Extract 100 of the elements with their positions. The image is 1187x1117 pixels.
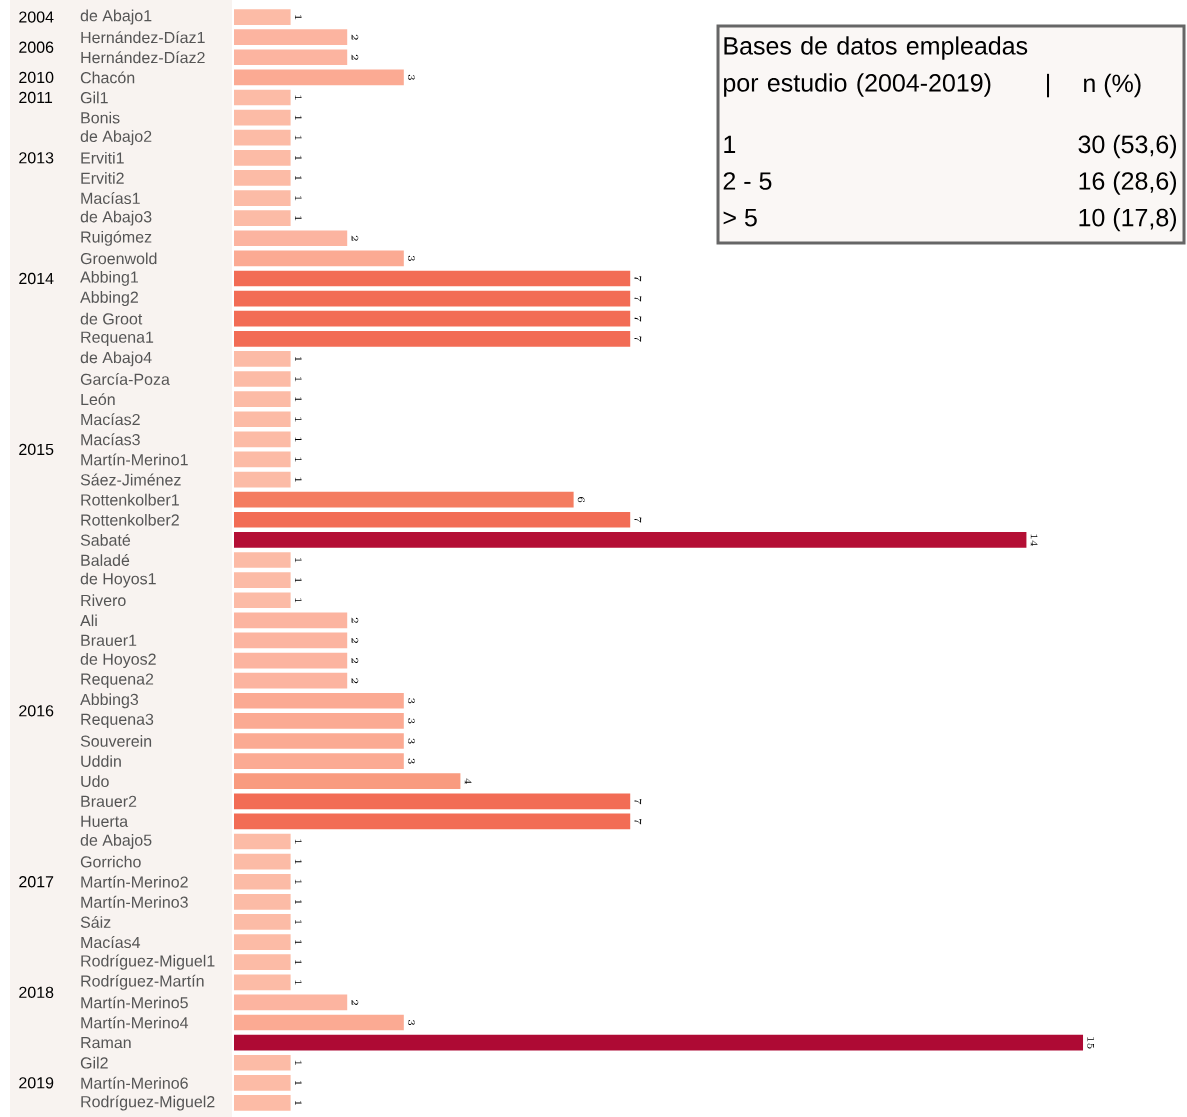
bar (234, 129, 291, 146)
data-label: 3 (407, 698, 415, 704)
data-label: 1 (295, 457, 302, 462)
y-tick-label: Bonis (81, 111, 120, 124)
bar (234, 491, 574, 508)
bar (234, 270, 631, 287)
annotation: 16 (28,6) (1079, 171, 1177, 195)
text: 2013 (19, 152, 54, 164)
bar (234, 310, 631, 327)
data-label: 1 (295, 960, 302, 965)
y-tick-label: Gil1 (80, 91, 108, 104)
bar (234, 592, 291, 609)
bar (234, 109, 291, 126)
data-label: 1 (295, 879, 302, 884)
text: 2015 (19, 443, 54, 456)
bar (234, 49, 348, 66)
bar (234, 1034, 1084, 1051)
y-tick-label: Uddin (81, 755, 121, 767)
data-label: 7 (634, 517, 642, 523)
data-label: 1 (295, 940, 302, 945)
y-tick-label: Abbing2 (80, 291, 138, 307)
bar (234, 411, 291, 428)
y-tick-label: Gil2 (80, 1056, 108, 1069)
data-label: 3 (407, 74, 415, 80)
data-label: 1 (295, 115, 302, 120)
data-label: 2 (351, 678, 359, 684)
y-tick-label: Rivero (81, 594, 126, 607)
data-label: 2 (351, 235, 359, 241)
y-tick-label: Brauer2 (81, 795, 137, 807)
data-label: 2 (351, 637, 359, 643)
data-label: 2 (351, 617, 359, 623)
bar (234, 330, 631, 347)
y-tick-label: Rodríguez-Martín (81, 974, 204, 990)
y-tick-label: Macías3 (81, 433, 140, 446)
data-label: 1 (295, 397, 302, 402)
bar (234, 1054, 291, 1071)
bar (234, 511, 631, 528)
y-tick-label: Rottenkolber1 (81, 493, 179, 506)
text: 2011 (19, 91, 53, 104)
bar (234, 652, 348, 669)
data-label: 1 (295, 578, 302, 583)
data-label: 7 (634, 818, 642, 825)
bar (234, 431, 291, 448)
bar (234, 29, 348, 46)
y-tick-label: Erviti2 (81, 172, 124, 184)
bar (234, 9, 291, 25)
text: 2016 (19, 705, 54, 717)
data-label: 7 (634, 336, 642, 342)
y-tick-label: Ali (80, 614, 97, 627)
bar (234, 149, 291, 166)
y-tick-label: Martín-Merino5 (81, 996, 188, 1009)
bar (234, 873, 291, 890)
y-tick-label: Rottenkolber2 (81, 513, 179, 526)
bar (234, 552, 291, 568)
y-tick-label: Abbing1 (80, 271, 138, 286)
bar (234, 853, 291, 870)
data-label: 1 (295, 356, 302, 362)
y-tick-label: de Abajo1 (80, 9, 152, 25)
y-tick-label: de Abajo4 (80, 351, 152, 367)
data-label: 2 (351, 54, 359, 60)
data-label: 3 (407, 255, 415, 261)
data-label: 1 (295, 417, 302, 422)
text: 2014 (19, 272, 54, 285)
bar (234, 230, 348, 247)
data-label: 2 (351, 34, 359, 40)
bar (234, 451, 291, 468)
bar (234, 210, 291, 226)
annotation: > 5 (723, 208, 757, 227)
y-tick-label: de Groot (80, 312, 143, 325)
text: 2010 (19, 71, 54, 84)
y-tick-label: de Abajo2 (80, 130, 152, 146)
annotation: 2 - 5 (723, 172, 772, 190)
bar (234, 190, 291, 206)
data-label: 1 (295, 839, 302, 844)
bar (234, 813, 631, 830)
y-tick-label: Martín-Merino2 (81, 875, 188, 888)
bar (234, 1074, 291, 1091)
bar (234, 632, 348, 649)
bar (234, 672, 348, 689)
bar (234, 250, 404, 267)
data-label: 3 (407, 1019, 415, 1026)
y-tick-label: Gorricho (80, 855, 141, 868)
data-label: 1 (295, 155, 302, 160)
bar (234, 371, 291, 387)
y-tick-label: Requena2 (81, 673, 154, 688)
y-tick-label: Sabaté (80, 533, 131, 546)
data-label: 1 (295, 175, 302, 181)
y-tick-label: Macías2 (81, 413, 140, 426)
data-label: 6 (577, 497, 585, 503)
data-label: 1 (295, 196, 302, 201)
data-label: 1 (295, 15, 302, 20)
y-tick-label: de Hoyos2 (80, 653, 156, 669)
bar (234, 290, 631, 307)
y-tick-label: Hernández-Díaz2 (81, 51, 205, 64)
y-tick-label: Martín-Merino6 (81, 1076, 188, 1089)
text: 2018 (19, 986, 54, 999)
bar (234, 89, 291, 106)
bar (234, 713, 404, 729)
data-label: 7 (634, 316, 642, 322)
data-label: 1 (295, 216, 302, 221)
